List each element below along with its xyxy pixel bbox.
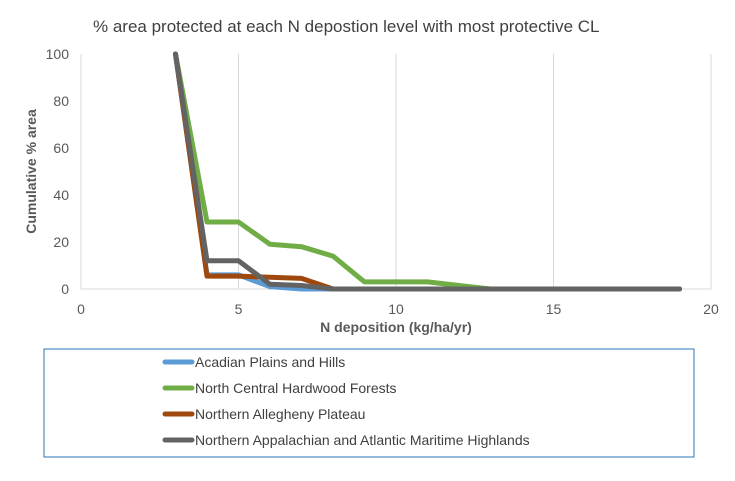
- legend-box: [43, 348, 695, 458]
- legend-entry: Northern Allegheny Plateau: [195, 406, 365, 422]
- y-tick-label: 0: [61, 281, 69, 297]
- x-tick-label: 20: [703, 301, 719, 317]
- legend-entry: Northern Appalachian and Atlantic Mariti…: [195, 432, 530, 448]
- legend-entry: Acadian Plains and Hills: [195, 354, 345, 370]
- plot-series: [173, 51, 682, 292]
- x-tick-label: 10: [388, 301, 404, 317]
- grid-lines: [80, 54, 712, 290]
- x-axis-title: N deposition (kg/ha/yr): [320, 319, 472, 335]
- y-tick-label: 20: [53, 234, 69, 250]
- series-line: [173, 51, 682, 292]
- x-tick-label: 5: [235, 301, 243, 317]
- x-tick-label: 0: [77, 301, 85, 317]
- chart-title: % area protected at each N depostion lev…: [93, 17, 600, 36]
- y-axis-title: Cumulative % area: [23, 109, 39, 234]
- y-tick-label: 40: [53, 187, 69, 203]
- legend: Acadian Plains and Hills North Central Ha…: [43, 348, 695, 458]
- y-tick-label: 60: [53, 140, 69, 156]
- y-tick-label: 100: [46, 46, 70, 62]
- series-line: [173, 51, 682, 292]
- series-line: [173, 51, 682, 292]
- y-tick-label: 80: [53, 93, 69, 109]
- series-line: [173, 51, 682, 292]
- legend-entry: North Central Hardwood Forests: [195, 380, 397, 396]
- axis-ticks: 0 5 10 15 20 0 20 40 60 80 100: [46, 46, 719, 317]
- x-tick-label: 15: [546, 301, 562, 317]
